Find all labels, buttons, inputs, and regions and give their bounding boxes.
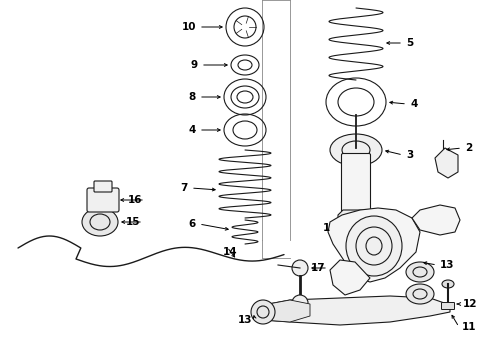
FancyBboxPatch shape <box>87 188 119 212</box>
Text: 6: 6 <box>189 219 196 229</box>
Ellipse shape <box>406 284 434 304</box>
FancyBboxPatch shape <box>94 181 112 192</box>
Text: 17: 17 <box>310 263 325 273</box>
Ellipse shape <box>330 134 382 166</box>
Text: 10: 10 <box>181 22 196 32</box>
FancyBboxPatch shape <box>342 153 370 211</box>
Ellipse shape <box>292 295 308 311</box>
Text: 9: 9 <box>191 60 198 70</box>
Polygon shape <box>330 260 370 295</box>
Text: 14: 14 <box>222 247 237 257</box>
Polygon shape <box>263 296 450 325</box>
Text: 5: 5 <box>406 38 413 48</box>
Text: 13: 13 <box>238 315 252 325</box>
Text: 11: 11 <box>462 322 476 332</box>
Text: 15: 15 <box>125 217 140 227</box>
Ellipse shape <box>346 216 402 276</box>
Ellipse shape <box>406 262 434 282</box>
Text: 3: 3 <box>406 150 413 160</box>
Ellipse shape <box>251 300 275 324</box>
Text: 1: 1 <box>323 223 330 233</box>
Text: 13: 13 <box>440 260 455 270</box>
Text: 4: 4 <box>189 125 196 135</box>
Polygon shape <box>328 208 420 282</box>
Text: 16: 16 <box>127 195 142 205</box>
Polygon shape <box>338 210 374 235</box>
Text: 7: 7 <box>181 183 188 193</box>
Ellipse shape <box>96 193 110 207</box>
Polygon shape <box>263 300 310 322</box>
Polygon shape <box>412 205 460 235</box>
FancyBboxPatch shape <box>441 302 455 310</box>
Polygon shape <box>435 148 458 178</box>
Text: 8: 8 <box>189 92 196 102</box>
Text: 12: 12 <box>463 299 477 309</box>
Text: 4: 4 <box>410 99 417 109</box>
Ellipse shape <box>442 280 454 288</box>
Ellipse shape <box>292 260 308 276</box>
Text: 2: 2 <box>465 143 472 153</box>
Ellipse shape <box>82 208 118 236</box>
